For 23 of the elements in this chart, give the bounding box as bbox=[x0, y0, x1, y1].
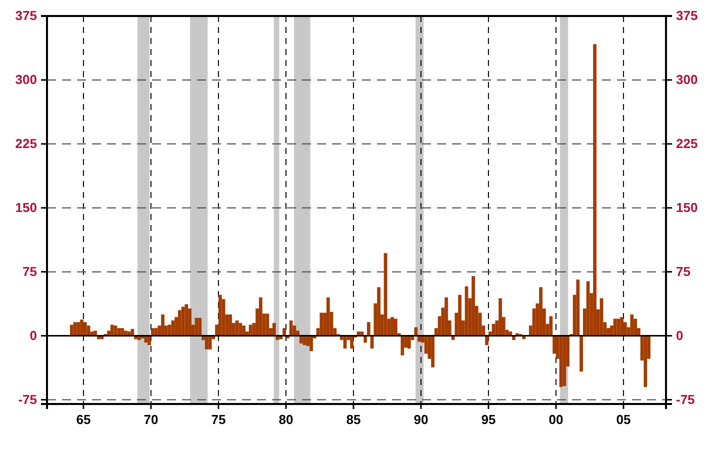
x-tick-label: 70 bbox=[144, 412, 158, 428]
x-tick-label: 75 bbox=[211, 412, 226, 428]
y2-tick-label: 150 bbox=[676, 200, 698, 216]
y2-tick-label: 375 bbox=[676, 8, 698, 24]
y-tick-label: 225 bbox=[15, 136, 37, 152]
x-tick-label: 85 bbox=[346, 412, 361, 428]
x-tick-label: 90 bbox=[414, 412, 428, 428]
y-tick-label: 375 bbox=[15, 8, 37, 24]
y-tick-label: 150 bbox=[15, 200, 37, 216]
y-tick-label: 0 bbox=[30, 328, 37, 343]
x-tick-label: 65 bbox=[76, 412, 91, 428]
y2-tick-label: -75 bbox=[676, 392, 695, 407]
x-tick-label: 00 bbox=[548, 412, 564, 428]
y2-tick-label: 75 bbox=[676, 264, 690, 279]
y2-tick-label: 300 bbox=[676, 72, 698, 88]
x-tick-label: 80 bbox=[278, 412, 294, 428]
y-tick-label: 75 bbox=[22, 264, 37, 279]
y2-tick-label: 0 bbox=[676, 328, 684, 343]
y2-tick-label: 225 bbox=[676, 136, 698, 152]
x-tick-label: 95 bbox=[481, 412, 496, 428]
y-tick-label: -75 bbox=[18, 392, 37, 407]
x-tick-label: 05 bbox=[616, 412, 631, 428]
y-tick-label: 300 bbox=[15, 72, 37, 88]
